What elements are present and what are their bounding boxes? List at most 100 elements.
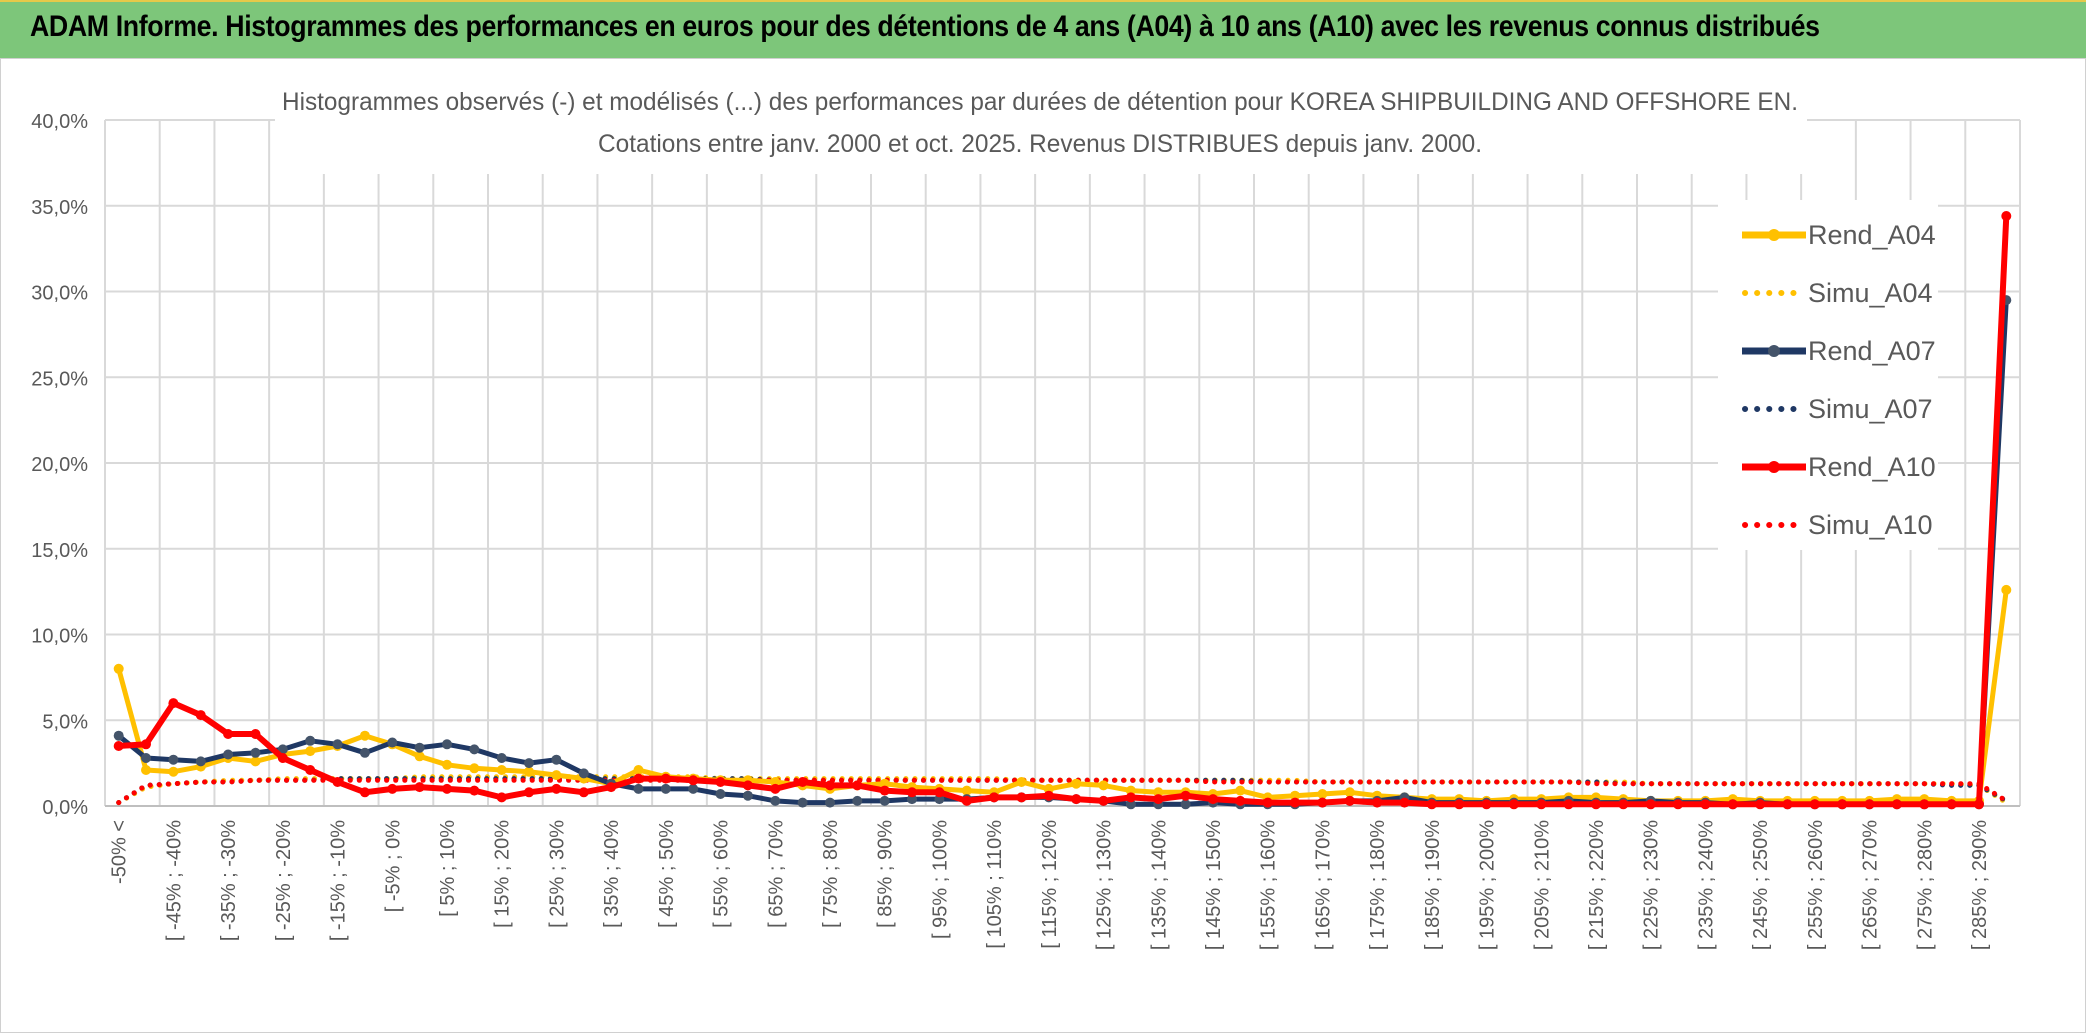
- legend-label-Simu_A10: Simu_A10: [1808, 510, 1933, 540]
- point-Rend_A04: [1098, 780, 1109, 791]
- point-Rend_A10: [414, 782, 425, 793]
- point-Rend_A10: [1180, 790, 1191, 801]
- series-line-Rend_A10: [118, 215, 2010, 808]
- point-Rend_A10: [1673, 799, 1683, 810]
- point-Rend_A07: [195, 756, 206, 767]
- x-tick-label: [ 25% ; 30%: [546, 820, 568, 928]
- point-Rend_A10: [524, 787, 534, 798]
- point-Rend_A04: [1016, 777, 1027, 787]
- point-Rend_A07: [797, 797, 808, 808]
- point-Rend_A10: [141, 739, 151, 750]
- point-Rend_A10: [1755, 799, 1766, 810]
- point-Rend_A10: [606, 782, 617, 793]
- point-Rend_A04: [524, 766, 534, 777]
- x-tick-label: [ 255% ; 260%: [1805, 820, 1827, 950]
- point-Rend_A07: [387, 737, 398, 748]
- point-Rend_A10: [1809, 799, 1820, 810]
- y-tick-label: 10,0%: [31, 626, 88, 648]
- x-tick-label: [ 235% ; 240%: [1695, 820, 1717, 950]
- point-Rend_A07: [332, 739, 343, 750]
- x-tick-label: [ 135% ; 140%: [1148, 820, 1170, 950]
- legend: Rend_A04 Simu_A04 Rend_A07 Simu_A07 Rend_A10…: [1742, 220, 1936, 540]
- point-Rend_A10: [797, 777, 808, 787]
- x-tick-label: [ 15% ; 20%: [492, 820, 514, 928]
- point-Rend_A10: [879, 785, 890, 796]
- x-tick-label: [ 205% ; 210%: [1531, 820, 1553, 950]
- x-tick-label: [ -45% ; -40%: [163, 820, 185, 941]
- point-Rend_A07: [633, 783, 644, 794]
- point-Rend_A07: [688, 783, 699, 794]
- point-Rend_A10: [770, 783, 781, 794]
- point-Rend_A04: [305, 746, 316, 757]
- point-Rend_A10: [1208, 794, 1218, 805]
- point-Rend_A07: [496, 753, 507, 763]
- x-tick-label: [ 65% ; 70%: [765, 820, 787, 928]
- chart-title-line1: Histogrammes observés (-) et modélisés (…: [282, 88, 1798, 116]
- x-tick-label: [ 155% ; 160%: [1258, 820, 1280, 950]
- point-Rend_A04: [961, 785, 972, 796]
- point-Rend_A10: [1262, 797, 1273, 808]
- point-Rend_A07: [359, 747, 370, 758]
- x-tick-label: [ 125% ; 130%: [1094, 820, 1116, 950]
- point-Rend_A07: [223, 749, 234, 760]
- point-Rend_A10: [825, 780, 835, 791]
- point-Rend_A10: [305, 765, 316, 775]
- point-Rend_A07: [660, 783, 671, 794]
- point-Rend_A10: [633, 773, 644, 784]
- point-Rend_A04: [633, 765, 644, 775]
- y-tick-label: 15,0%: [31, 540, 88, 562]
- point-Rend_A04: [770, 777, 781, 787]
- point-Rend_A07: [578, 768, 589, 779]
- x-tick-label: [ 285% ; 290%: [1969, 820, 1991, 950]
- x-tick-label: [ 245% ; 250%: [1750, 820, 1772, 950]
- report-title: ADAM Informe. Histogrammes des performan…: [30, 10, 1820, 43]
- point-Rend_A10: [250, 729, 261, 739]
- x-tick-label: [ 85% ; 90%: [875, 820, 897, 928]
- point-Rend_A10: [1098, 795, 1109, 806]
- point-Rend_A04: [1235, 785, 1246, 796]
- point-Rend_A10: [660, 773, 671, 784]
- point-Rend_A04: [2001, 584, 2012, 595]
- x-tick-label: [ -5% ; 0%: [382, 820, 404, 912]
- y-tick-label: 20,0%: [31, 454, 88, 476]
- x-tick-label: -50% <: [109, 820, 131, 884]
- point-Rend_A07: [414, 742, 425, 753]
- x-tick-label: [ 105% ; 110%: [984, 820, 1006, 949]
- point-Rend_A10: [168, 698, 179, 709]
- x-tick-label: [ 265% ; 270%: [1860, 820, 1882, 950]
- point-Rend_A10: [1536, 799, 1547, 810]
- point-Rend_A07: [250, 747, 261, 758]
- chart-title-background: [275, 86, 1807, 174]
- point-Rend_A10: [1919, 799, 1930, 810]
- point-Rend_A10: [934, 787, 945, 798]
- point-Rend_A04: [141, 765, 151, 775]
- point-Rend_A04: [1317, 789, 1328, 799]
- point-Rend_A10: [496, 792, 507, 803]
- point-Rend_A07: [852, 795, 863, 806]
- point-Rend_A10: [359, 787, 370, 798]
- y-tick-label: 40,0%: [31, 111, 88, 133]
- y-axis-ticks: 0,0% 5,0% 10,0% 15,0% 20,0% 25,0% 30,0% 35,0% 40…: [31, 111, 88, 819]
- x-tick-label: [ -35% ; -30%: [218, 820, 240, 941]
- y-tick-label: 0,0%: [42, 797, 88, 819]
- point-Rend_A04: [469, 763, 480, 774]
- x-tick-label: [ 185% ; 190%: [1422, 820, 1444, 950]
- legend-label-Simu_A04: Simu_A04: [1808, 278, 1933, 308]
- point-Rend_A07: [524, 758, 534, 769]
- y-tick-label: 30,0%: [31, 283, 88, 305]
- point-Rend_A10: [852, 780, 863, 791]
- point-Rend_A10: [1727, 799, 1738, 810]
- x-tick-label: [ 5% ; 10%: [437, 820, 459, 917]
- x-tick-label: [ 215% ; 220%: [1586, 820, 1608, 950]
- legend-label-Rend_A04: Rend_A04: [1808, 220, 1936, 250]
- point-Rend_A07: [141, 753, 151, 763]
- point-Rend_A10: [1317, 797, 1328, 808]
- point-Rend_A10: [1153, 794, 1164, 805]
- x-tick-label: [ 275% ; 280%: [1914, 820, 1936, 950]
- point-Rend_A04: [1071, 778, 1082, 789]
- chart-title-line2: Cotations entre janv. 2000 et oct. 2025.…: [598, 130, 1482, 158]
- point-Rend_A10: [551, 783, 562, 794]
- x-tick-label: [ 95% ; 100%: [929, 820, 951, 939]
- point-Rend_A10: [1700, 799, 1711, 810]
